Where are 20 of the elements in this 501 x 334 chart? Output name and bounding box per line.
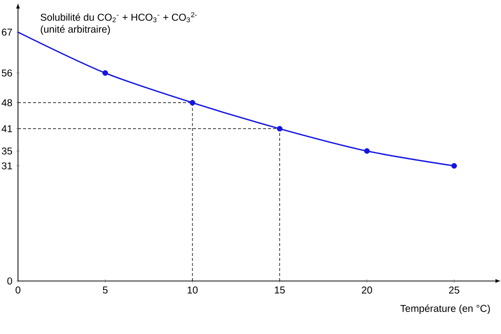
x-tick-label: 25 <box>449 286 460 294</box>
point <box>102 70 108 76</box>
point <box>364 148 370 154</box>
point <box>190 100 196 106</box>
annotation: (unité arbitraire) <box>40 25 110 35</box>
y-tick-label: 41 <box>2 125 12 132</box>
y-tick-label: 67 <box>2 28 12 36</box>
point <box>276 126 282 132</box>
y-tick-label: 31 <box>2 162 12 170</box>
x-tick-label: 15 <box>274 286 285 294</box>
y-tick-label: 48 <box>2 99 12 106</box>
y-tick-label: 0 <box>7 277 12 285</box>
point <box>451 163 457 169</box>
y-tick-label: 35 <box>2 147 12 155</box>
x-tick-label: 20 <box>362 286 372 294</box>
x-tick-label: 10 <box>188 286 198 294</box>
y-tick-label: 56 <box>2 69 12 77</box>
x-tick-label: 0 <box>16 286 20 294</box>
x-axis-title: Température (en °C) <box>400 304 490 314</box>
x-tick-label: 5 <box>102 286 108 294</box>
